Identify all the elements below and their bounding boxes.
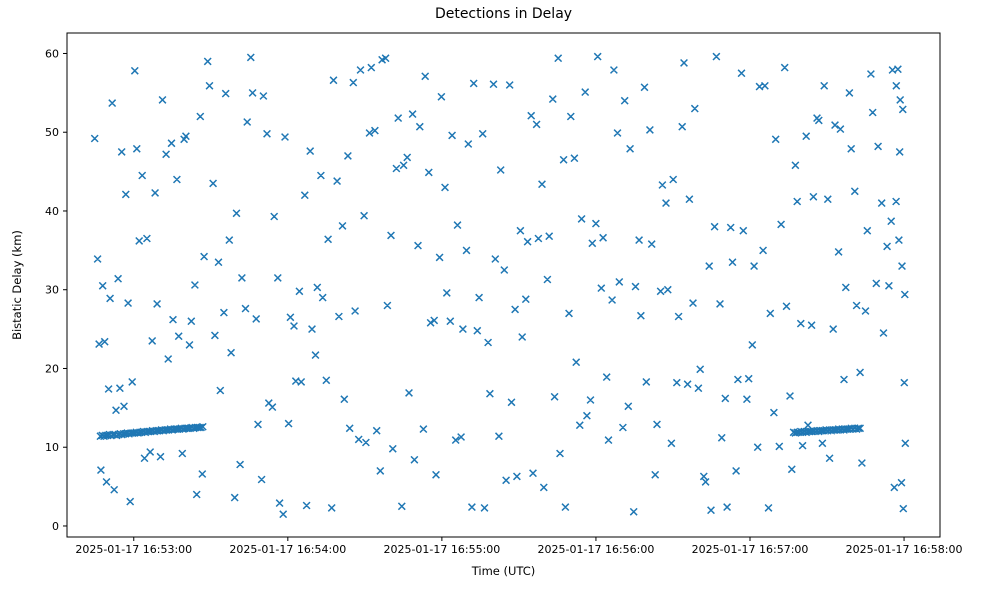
scatter-series bbox=[90, 52, 910, 519]
axes-frame bbox=[66, 32, 941, 538]
y-tick-label: 20 bbox=[45, 362, 59, 375]
x-tick-label: 2025-01-17 16:55:00 bbox=[383, 543, 500, 556]
x-tick-label: 2025-01-17 16:56:00 bbox=[538, 543, 655, 556]
y-tick-label: 10 bbox=[45, 441, 59, 454]
x-tick-label: 2025-01-17 16:57:00 bbox=[692, 543, 809, 556]
x-axis-label: Time (UTC) bbox=[471, 564, 536, 578]
y-tick-label: 60 bbox=[45, 47, 59, 60]
y-tick-label: 0 bbox=[52, 520, 59, 533]
chart-title: Detections in Delay bbox=[434, 6, 573, 22]
x-tick-label: 2025-01-17 16:53:00 bbox=[75, 543, 192, 556]
x-tick-label: 2025-01-17 16:54:00 bbox=[229, 543, 346, 556]
y-tick-label: 30 bbox=[45, 284, 59, 297]
x-tick-label: 2025-01-17 16:58:00 bbox=[846, 543, 963, 556]
y-tick-label: 50 bbox=[45, 126, 59, 139]
y-tick-label: 40 bbox=[45, 205, 59, 218]
